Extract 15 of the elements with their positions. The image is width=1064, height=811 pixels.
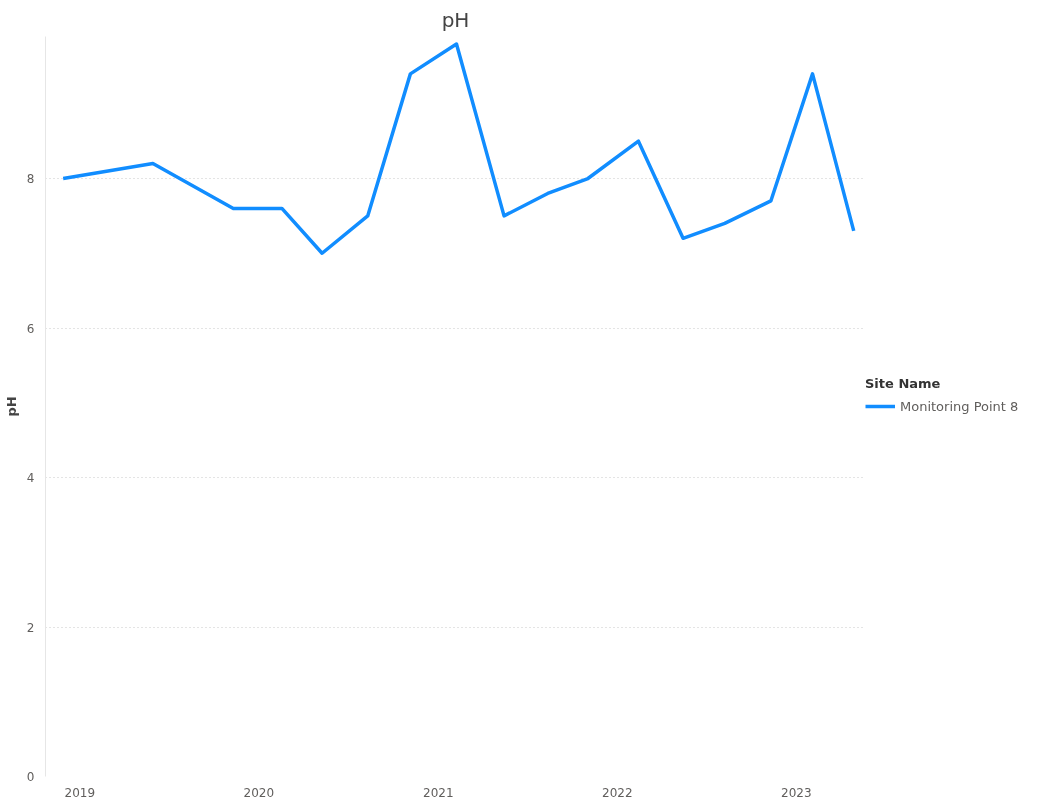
x-tick-label: 2022 (602, 785, 633, 800)
legend-label: Monitoring Point 8 (900, 398, 1019, 414)
y-tick-label: 0 (26, 770, 35, 784)
x-tick-label: 2020 (243, 785, 275, 800)
y-tick-label: 6 (26, 321, 35, 336)
y-tick-label: 8 (26, 172, 35, 187)
legend-title: Site Name (865, 376, 942, 391)
line-series (61, 42, 856, 256)
y-tick-label: 2 (26, 620, 35, 635)
x-tick-label: 2023 (781, 785, 812, 800)
y-tick-label: 4 (26, 471, 35, 486)
y-axis-title: pH (3, 396, 19, 417)
x-tick-label: 2019 (64, 785, 96, 800)
x-tick-label: 2021 (423, 785, 454, 800)
chart-title: pH (441, 7, 470, 32)
